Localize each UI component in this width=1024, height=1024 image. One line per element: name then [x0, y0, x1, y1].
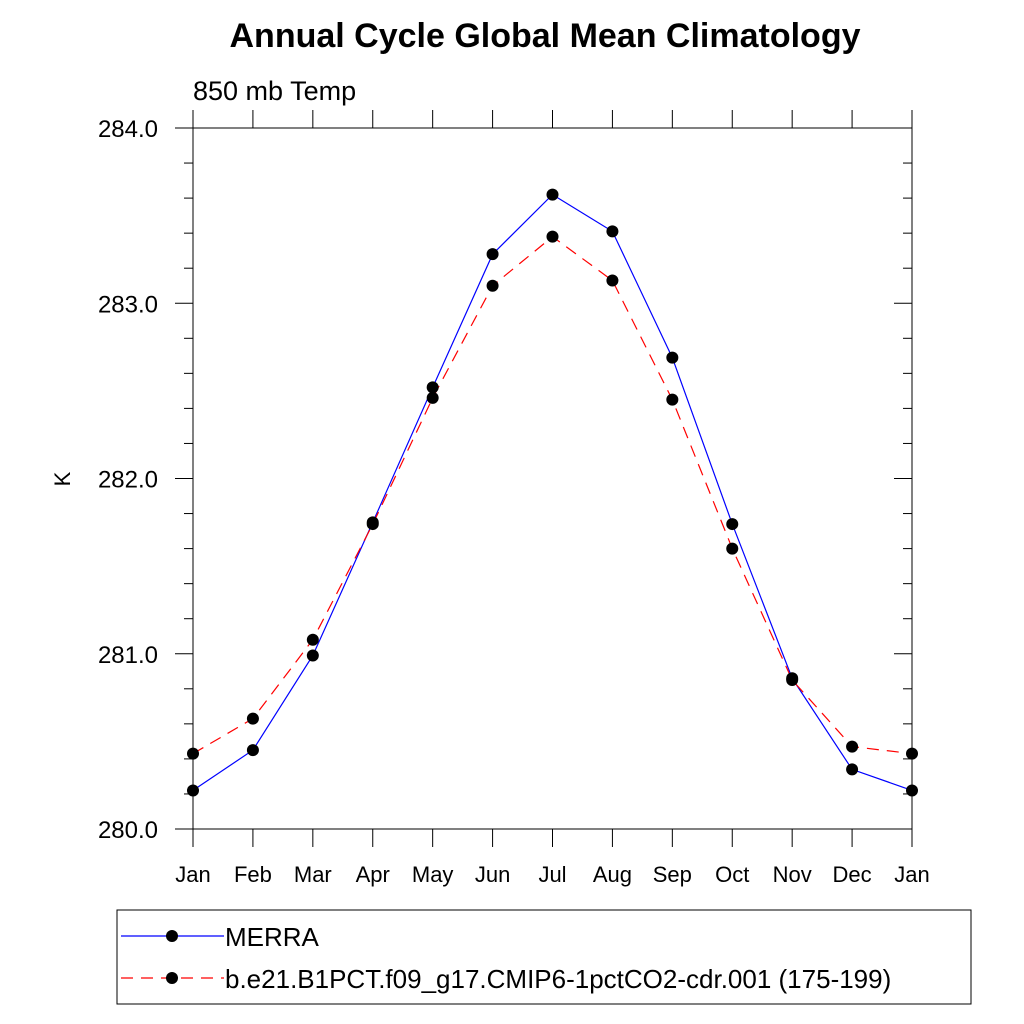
data-point-series-1: [846, 740, 859, 753]
y-tick-label: 284.0: [98, 116, 158, 143]
chart-subtitle: 850 mb Temp: [193, 76, 356, 106]
legend-label-cesm: b.e21.B1PCT.f09_g17.CMIP6-1pctCO2-cdr.00…: [225, 964, 891, 994]
data-point-series-1: [546, 230, 559, 243]
y-tick-label: 283.0: [98, 291, 158, 318]
data-point-series-1: [187, 747, 199, 760]
x-tick-label: Jan: [175, 862, 210, 887]
data-point-series-1: [486, 279, 499, 292]
data-point-series-1: [906, 747, 918, 760]
data-point-series-1: [366, 518, 379, 531]
data-point-series-0: [666, 351, 679, 364]
series-line-1: [192, 235, 913, 755]
data-point-series-0: [426, 381, 439, 394]
x-tick-label: Jul: [538, 862, 566, 887]
data-point-series-1: [786, 674, 799, 687]
x-tick-label: Jun: [475, 862, 510, 887]
data-point-series-0: [246, 744, 259, 757]
x-tick-label: Apr: [356, 862, 390, 887]
x-tick-label: Dec: [833, 862, 872, 887]
y-tick-label: 281.0: [98, 642, 158, 669]
y-axis: 280.0 281.0 282.0 283.0 284.0: [98, 116, 912, 844]
data-point-series-0: [846, 763, 859, 776]
legend-label-merra: MERRA: [225, 922, 320, 952]
series-line-0: [192, 193, 913, 791]
y-tick-label: 282.0: [98, 467, 158, 494]
legend: MERRA b.e21.B1PCT.f09_g17.CMIP6-1pctCO2-…: [116, 909, 972, 1005]
x-axis: Jan Feb Mar Apr May Jun Jul Aug Sep Oct Nov Dec Jan: [175, 110, 930, 887]
data-point-series-0: [486, 248, 499, 261]
chart-title: Annual Cycle Global Mean Climatology: [230, 17, 861, 55]
series-layer: [187, 188, 918, 797]
x-tick-label: Nov: [773, 862, 812, 887]
x-tick-label: Jan: [894, 862, 929, 887]
data-point-series-0: [306, 649, 319, 662]
x-tick-label: Feb: [234, 862, 272, 887]
x-tick-label: Aug: [593, 862, 632, 887]
legend-box: [116, 909, 972, 1005]
data-point-series-1: [606, 274, 619, 287]
x-tick-label: Sep: [653, 862, 692, 887]
y-axis-label: K: [50, 471, 75, 486]
data-point-series-1: [306, 633, 319, 646]
legend-marker-merra: [166, 930, 178, 942]
data-point-series-0: [546, 188, 559, 201]
data-point-series-0: [187, 784, 199, 797]
data-point-series-0: [606, 225, 619, 238]
y-tick-label: 280.0: [98, 817, 158, 844]
data-point-series-1: [726, 542, 739, 555]
x-tick-label: May: [412, 862, 454, 887]
data-point-series-1: [426, 391, 439, 404]
legend-marker-cesm: [166, 972, 178, 984]
x-tick-label: Oct: [715, 862, 749, 887]
data-point-series-0: [726, 518, 739, 531]
data-point-series-0: [906, 784, 918, 797]
x-tick-label: Mar: [294, 862, 332, 887]
data-point-series-1: [246, 712, 259, 725]
data-point-series-1: [666, 393, 679, 406]
